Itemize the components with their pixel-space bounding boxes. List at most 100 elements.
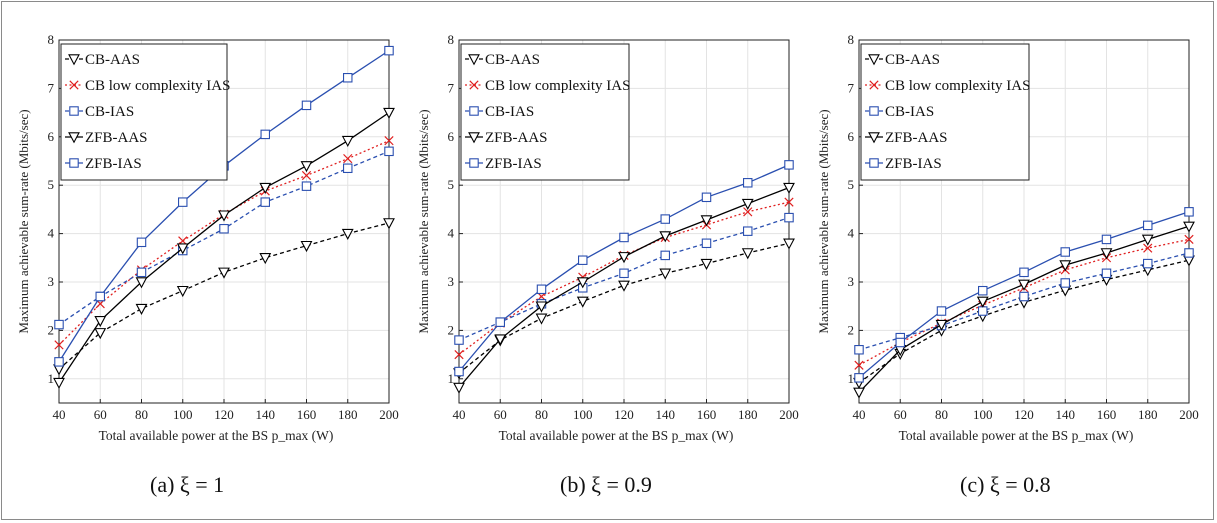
data-point xyxy=(784,212,794,223)
legend-marker xyxy=(469,158,479,168)
data-point xyxy=(454,366,464,377)
data-point xyxy=(536,284,547,295)
data-point xyxy=(976,296,989,308)
data-point xyxy=(935,319,948,331)
legend-label: ZFB-AAS xyxy=(885,130,948,146)
series-line xyxy=(458,201,790,356)
data-point xyxy=(495,317,506,327)
y-tick-label: 5 xyxy=(48,177,55,192)
data-point xyxy=(978,306,988,316)
data-point xyxy=(854,373,864,383)
data-point xyxy=(454,335,464,345)
legend-marker xyxy=(868,132,880,144)
data-point xyxy=(1141,234,1154,246)
data-point xyxy=(1019,291,1029,302)
x-tick-label: 80 xyxy=(535,407,548,422)
y-tick-label: 1 xyxy=(848,371,855,386)
data-point xyxy=(342,163,353,174)
data-point xyxy=(743,207,753,217)
y-tick-label: 4 xyxy=(848,226,855,241)
data-point xyxy=(854,345,864,355)
x-axis-label: Total available power at the BS p_max (W… xyxy=(899,428,1134,443)
data-point xyxy=(343,153,353,164)
legend-label: CB-AAS xyxy=(485,52,540,68)
y-tick-label: 5 xyxy=(448,177,455,192)
data-point xyxy=(301,170,312,181)
legend-label: ZFB-IAS xyxy=(885,156,942,172)
y-tick-label: 6 xyxy=(48,129,55,144)
y-tick-label: 8 xyxy=(48,32,55,47)
data-point xyxy=(1101,268,1112,279)
legend: CB-AAS CB low complexity IAS CB-IAS ZFB-AAS… xyxy=(460,43,630,181)
chart-panel-b: 40 60 80 100 120 140 160 180 200 1 2 3 4 5 6 7 8 Total av… xyxy=(416,32,799,443)
series-cb-aas xyxy=(53,218,395,376)
x-tick-label: 160 xyxy=(697,407,717,422)
data-point xyxy=(1101,234,1112,245)
x-tick-label: 40 xyxy=(453,407,466,422)
legend-label: CB-AAS xyxy=(85,52,140,68)
legend-marker xyxy=(869,80,879,90)
y-axis-label: Maximum achievable sum-rate (Mbits/sec) xyxy=(16,109,31,333)
data-point xyxy=(300,161,313,173)
x-tick-label: 140 xyxy=(1056,407,1076,422)
y-tick-label: 6 xyxy=(448,129,455,144)
x-tick-label: 160 xyxy=(1097,407,1117,422)
data-point xyxy=(660,250,670,261)
x-tick-label: 60 xyxy=(94,407,107,422)
x-tick-label: 160 xyxy=(297,407,317,422)
y-tick-label: 4 xyxy=(48,226,55,241)
y-tick-label: 2 xyxy=(448,322,455,337)
data-point xyxy=(784,160,794,170)
x-tick-label: 180 xyxy=(338,407,358,422)
series-zfb-ias xyxy=(454,160,794,377)
data-point xyxy=(535,313,548,325)
data-point xyxy=(742,226,753,236)
data-point xyxy=(300,240,313,253)
data-point xyxy=(383,218,395,230)
chart-panel-c: 40 60 80 100 120 140 160 180 200 1 2 3 4 5 6 7 8 Total av… xyxy=(816,32,1199,443)
legend-marker xyxy=(68,132,80,144)
data-point xyxy=(259,182,272,194)
data-point xyxy=(218,210,230,222)
data-point xyxy=(454,349,464,360)
data-point xyxy=(1142,258,1153,269)
data-point xyxy=(936,306,947,316)
y-tick-label: 1 xyxy=(48,371,55,386)
data-point xyxy=(384,146,394,157)
data-point xyxy=(53,377,65,390)
legend-label: CB low complexity IAS xyxy=(885,78,1030,94)
data-point xyxy=(659,231,672,243)
data-point xyxy=(1060,278,1070,288)
legend-box xyxy=(460,43,630,181)
x-tick-label: 100 xyxy=(573,407,593,422)
y-tick-label: 3 xyxy=(448,274,455,289)
legend-label: CB-IAS xyxy=(85,104,134,120)
y-tick-label: 3 xyxy=(48,274,55,289)
data-point xyxy=(176,285,189,298)
legend-marker xyxy=(468,132,480,144)
x-axis-label: Total available power at the BS p_max (W… xyxy=(499,428,734,443)
data-point xyxy=(784,197,794,207)
data-point xyxy=(259,253,272,265)
y-axis-label: Maximum achievable sum-rate (Mbits/sec) xyxy=(416,109,431,333)
data-point xyxy=(341,135,354,148)
series-zfb-ias xyxy=(854,207,1194,383)
x-tick-label: 140 xyxy=(256,407,276,422)
x-tick-label: 80 xyxy=(135,407,148,422)
x-tick-label: 60 xyxy=(894,407,907,422)
caption-a: (a) ξ = 1 xyxy=(150,472,225,497)
data-point xyxy=(135,303,148,315)
legend-marker xyxy=(469,106,479,116)
series-line xyxy=(858,252,1190,351)
y-tick-label: 1 xyxy=(448,371,455,386)
legend-marker xyxy=(869,106,879,116)
data-point xyxy=(1184,248,1194,258)
data-point xyxy=(742,178,753,188)
data-point xyxy=(260,197,270,207)
legend: CB-AAS CB low complexity IAS CB-IAS ZFB-AAS… xyxy=(60,43,230,181)
data-point xyxy=(1183,221,1195,233)
series-zfb-aas xyxy=(53,107,395,390)
data-point xyxy=(384,45,394,56)
data-point xyxy=(384,136,394,146)
